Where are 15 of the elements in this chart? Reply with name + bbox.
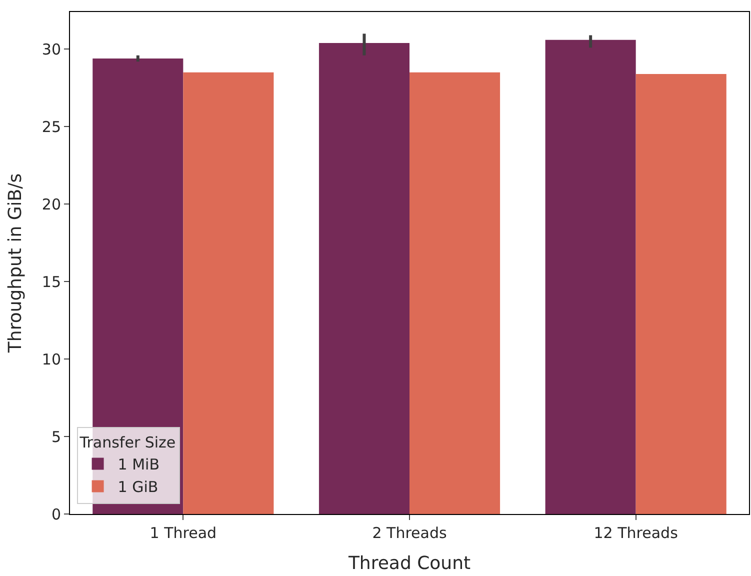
y-tick-label: 30	[42, 40, 61, 58]
x-axis-title: Thread Count	[347, 553, 471, 574]
legend-label: 1 MiB	[118, 456, 160, 474]
y-tick-label: 15	[42, 272, 61, 291]
x-tick-label: 12 Threads	[594, 524, 678, 542]
x-tick-label: 1 Thread	[150, 524, 217, 542]
y-tick-label: 0	[51, 505, 61, 524]
x-tick-label: 2 Threads	[372, 524, 447, 542]
y-tick-label: 25	[42, 118, 61, 136]
y-tick-label: 5	[51, 428, 61, 446]
legend-title: Transfer Size	[78, 433, 176, 452]
y-tick-label: 10	[42, 350, 61, 368]
legend-label: 1 GiB	[118, 478, 158, 496]
y-axis-title: Throughput in GiB/s	[5, 173, 26, 354]
y-tick-label: 20	[42, 195, 61, 214]
